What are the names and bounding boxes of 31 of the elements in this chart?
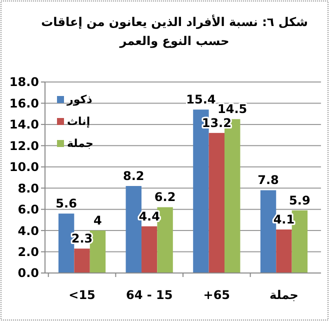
y-tick-label: 6.0	[18, 202, 39, 217]
chart-title: شكل ٦: نسبة الأفراد الذين يعانون من إعاقات حسب النوع والعمر	[41, 14, 308, 48]
data-label: 6.2	[154, 190, 176, 204]
y-tick-label: 14.0	[9, 118, 39, 132]
y-tick-label: 18.0	[9, 75, 39, 90]
legend-label: جملة	[67, 137, 94, 150]
y-tick-label: 4.0	[18, 224, 39, 238]
bar	[208, 132, 225, 273]
x-tick-label: 64 - 15	[126, 288, 173, 302]
data-label: 4	[94, 214, 102, 228]
y-tick-label: 16.0	[9, 96, 39, 110]
y-tick-label: 12.0	[9, 138, 39, 153]
x-tick-label: جملة	[270, 288, 298, 302]
x-tick-label: <15	[68, 288, 96, 302]
legend-label: إناث	[67, 115, 90, 128]
bar	[74, 248, 90, 273]
data-label: 15.4	[186, 92, 216, 107]
data-label: 5.6	[56, 196, 77, 211]
bar	[276, 229, 292, 273]
data-label: 5.9	[289, 193, 310, 208]
legend-label: ذكور	[66, 93, 93, 106]
data-label: 13.2	[202, 116, 232, 130]
data-label: 14.5	[218, 102, 248, 116]
y-tick-label: 2.0	[18, 244, 39, 259]
y-tick-label: 10.0	[9, 160, 39, 174]
y-tick-label: 8.0	[18, 181, 39, 196]
data-label: 8.2	[123, 168, 144, 183]
bar	[141, 226, 158, 273]
data-label: 7.8	[258, 173, 279, 188]
x-tick-label: +65	[203, 288, 230, 302]
y-tick-label: 0.0	[18, 266, 39, 280]
